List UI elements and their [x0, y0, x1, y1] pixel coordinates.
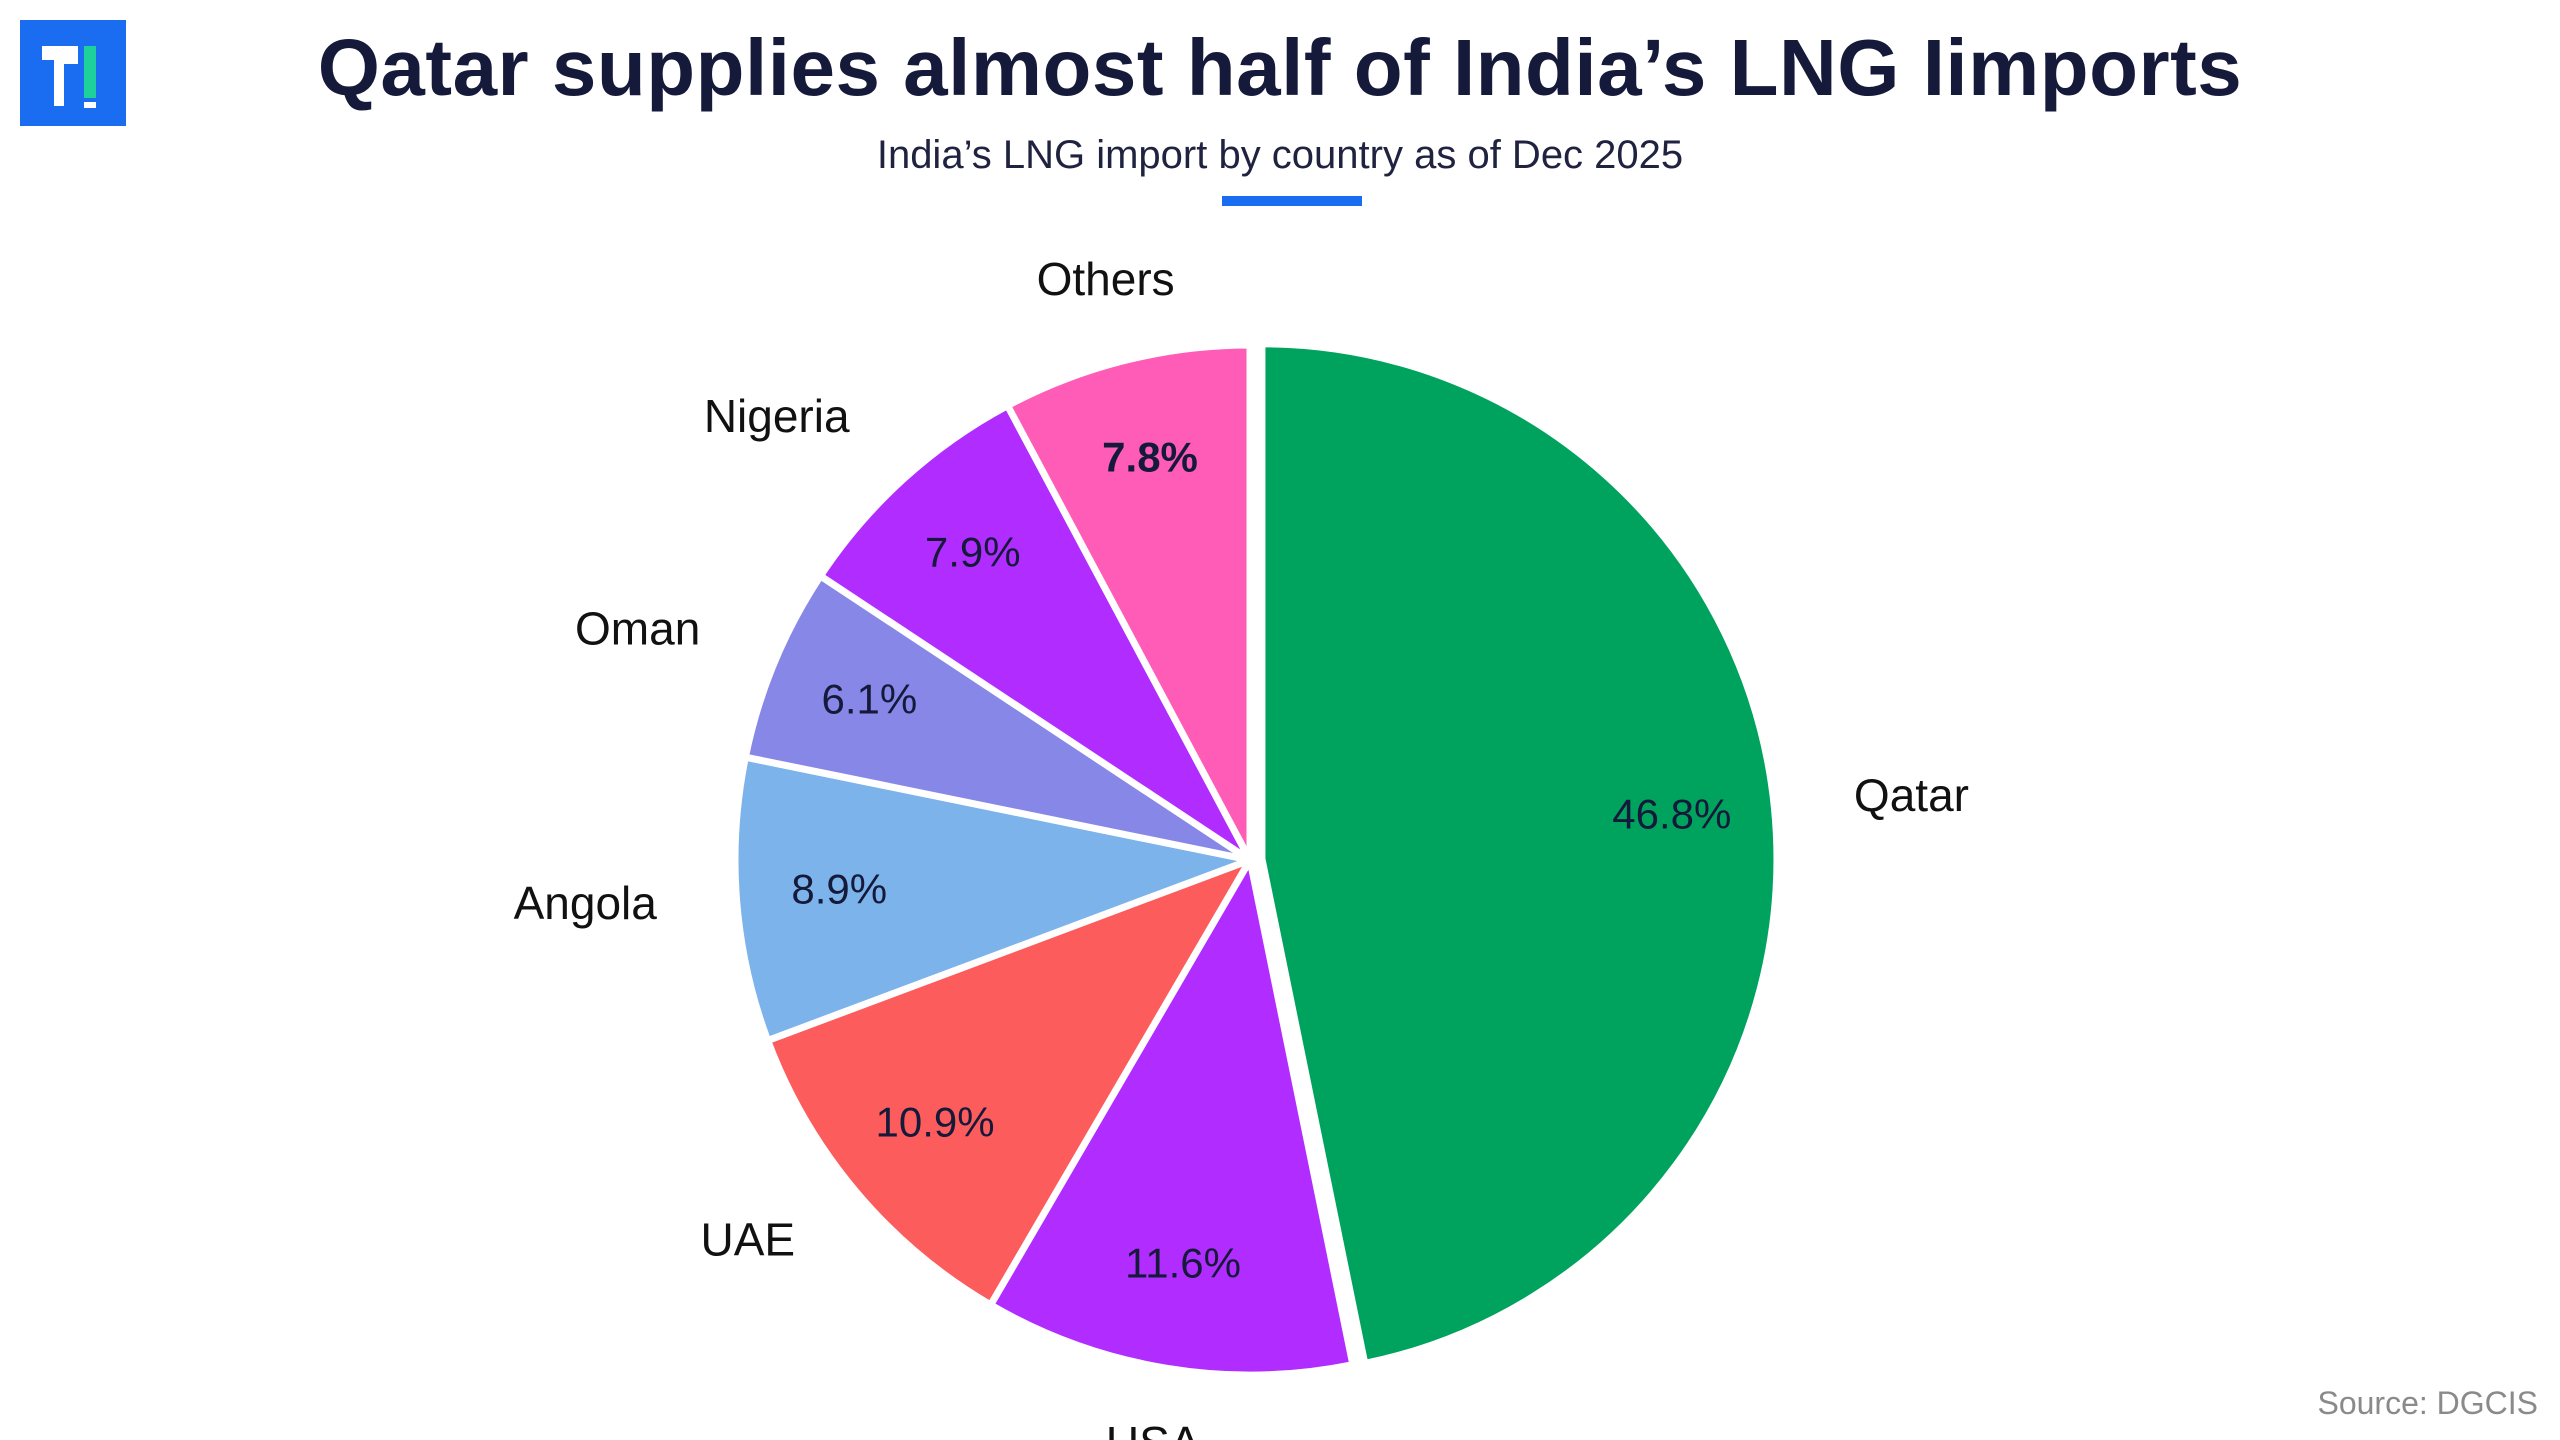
slice-value-uae: 10.9% [875, 1099, 994, 1146]
pie-slice-others [1004, 341, 1254, 864]
slice-label-usa: USA [1106, 1417, 1201, 1440]
slice-value-usa: 11.6% [1125, 1240, 1241, 1287]
slice-label-others: Others [1037, 253, 1175, 305]
pie-slice-oman [741, 572, 1254, 864]
pie-slice-qatar [1258, 340, 1781, 1367]
slice-label-uae: UAE [701, 1214, 796, 1266]
slice-label-angola: Angola [514, 877, 658, 929]
slice-label-oman: Oman [575, 602, 700, 654]
slice-value-angola: 8.9% [791, 865, 887, 912]
slice-value-qatar: 46.8% [1612, 791, 1731, 838]
slice-value-oman: 6.1% [821, 675, 917, 722]
pie-slice-uae [764, 856, 1254, 1309]
chart-subtitle: India’s LNG import by country as of Dec … [876, 133, 1684, 177]
logo-icon [20, 20, 126, 126]
source-note: Source: DGCIS [2317, 1385, 2538, 1421]
chart-title: Qatar supplies almost half of India’s LN… [317, 23, 2243, 112]
pie-slice-angola [731, 753, 1254, 1045]
slice-label-nigeria: Nigeria [704, 390, 850, 442]
logo-mark [42, 46, 78, 106]
slice-value-nigeria: 7.9% [925, 528, 1021, 575]
logo-dot [84, 102, 96, 108]
logo-bar [84, 46, 96, 98]
logo-background [20, 20, 126, 126]
slice-label-qatar: Qatar [1854, 769, 1969, 821]
brand-logo [20, 20, 126, 126]
slice-value-others: 7.8% [1102, 433, 1198, 480]
pie-slice-usa [987, 856, 1357, 1379]
pie-slice-nigeria [816, 402, 1254, 864]
accent-underline [1222, 196, 1362, 206]
